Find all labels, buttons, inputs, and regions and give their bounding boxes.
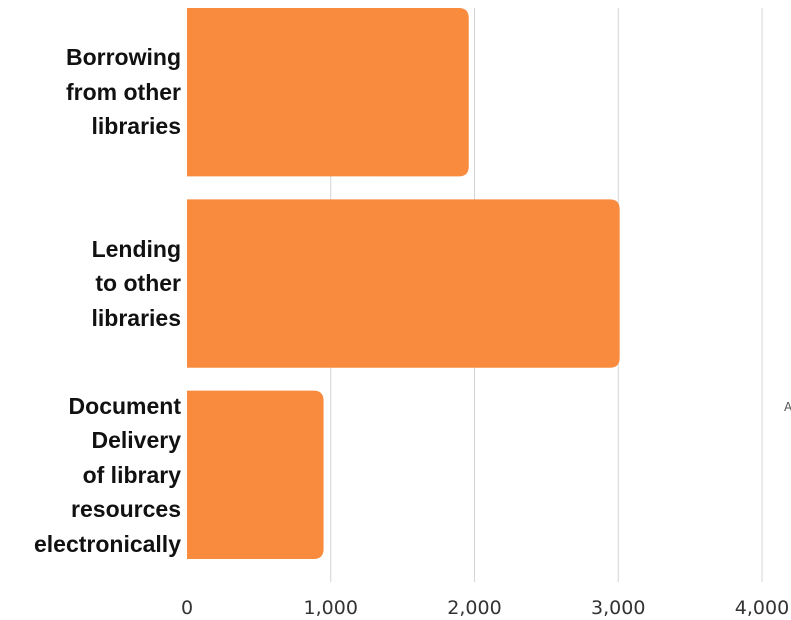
x-axis-ticks: 0 1,000 2,000 3,000 4,000 (181, 597, 789, 619)
category-label-0: Borrowing from other libraries (66, 40, 181, 144)
category-label-line: resources (34, 492, 181, 527)
category-label-line: Borrowing (66, 40, 181, 75)
bars (187, 8, 620, 559)
x-tick-label: 3,000 (591, 597, 645, 619)
category-label-line: libraries (66, 109, 181, 144)
bar-1 (187, 199, 620, 367)
bar-0 (187, 8, 469, 176)
category-label-2: Document Delivery of library resources elect… (34, 389, 181, 562)
category-label-line: from other (66, 75, 181, 110)
category-label-line: libraries (92, 301, 182, 336)
x-tick-label: 1,000 (304, 597, 358, 619)
edge-mark-text: A (784, 400, 791, 414)
category-label-line: Lending (92, 232, 182, 267)
category-label-line: Delivery (34, 423, 181, 458)
category-label-line: Document (34, 389, 181, 424)
category-label-line: of library (34, 458, 181, 493)
category-label-1: Lending to other libraries (92, 232, 182, 336)
x-tick-label: 2,000 (447, 597, 501, 619)
category-label-line: to other (92, 266, 182, 301)
category-label-line: electronically (34, 527, 181, 562)
bar-2 (187, 391, 324, 559)
x-tick-label: 4,000 (735, 597, 789, 619)
x-tick-label: 0 (181, 597, 193, 619)
